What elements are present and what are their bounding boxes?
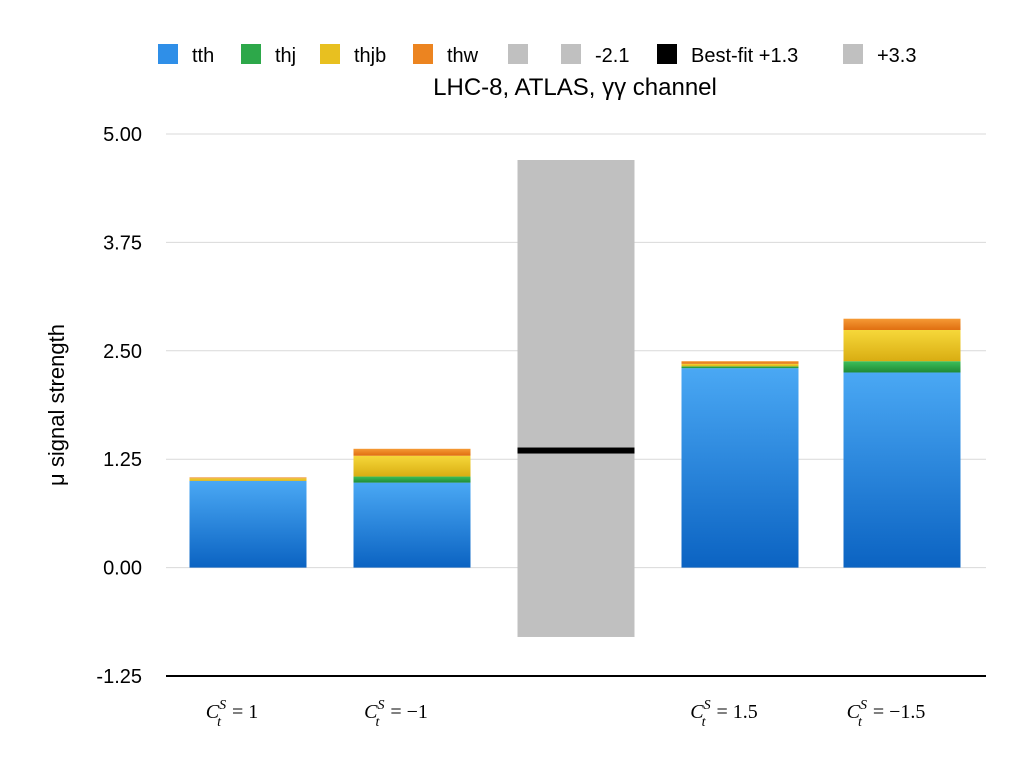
bar-segment-thjb bbox=[189, 478, 307, 481]
category-label: CS t = −1 bbox=[364, 698, 428, 730]
bar-segment-thj bbox=[681, 366, 799, 369]
legend-label: thw bbox=[447, 45, 479, 67]
category-label: CS t = 1 bbox=[206, 698, 259, 730]
legend-swatch bbox=[158, 44, 178, 64]
bar-segment-thj bbox=[353, 476, 471, 483]
legend-swatch bbox=[413, 44, 433, 64]
legend-swatch bbox=[657, 44, 677, 64]
legend-label: thjb bbox=[354, 45, 386, 67]
legend-label: +3.3 bbox=[877, 45, 916, 67]
legend-item: thw bbox=[413, 44, 479, 67]
legend-item: Best-fit +1.3 bbox=[657, 44, 798, 67]
category-label: CS t = −1.5 bbox=[847, 698, 926, 730]
bar-segment-thj bbox=[843, 361, 961, 373]
bar-segment-tth bbox=[353, 482, 471, 568]
legend-item: +3.3 bbox=[843, 44, 916, 67]
legend-label: tth bbox=[192, 45, 214, 67]
best-fit-line bbox=[517, 447, 635, 454]
y-tick-label: -1.25 bbox=[96, 666, 142, 688]
uncertainty-band bbox=[517, 160, 635, 637]
y-axis-ticks: 5.00 3.75 2.50 1.25 0.00 -1.25 bbox=[96, 124, 142, 688]
legend-label: thj bbox=[275, 45, 296, 67]
legend-label: -2.1 bbox=[595, 45, 629, 67]
legend-item bbox=[508, 44, 528, 64]
legend-item: -2.1 bbox=[561, 44, 629, 67]
legend-swatch bbox=[508, 44, 528, 64]
bars bbox=[189, 160, 961, 637]
bar-segment-thw bbox=[353, 448, 471, 456]
y-tick-label: 3.75 bbox=[103, 232, 142, 254]
bar-segment-thjb bbox=[843, 329, 961, 362]
bar-segment-thjb bbox=[353, 455, 471, 477]
legend-label: Best-fit +1.3 bbox=[691, 45, 798, 67]
y-axis-label: μ signal strength bbox=[44, 324, 69, 486]
y-tick-label: 2.50 bbox=[103, 341, 142, 363]
legend-swatch bbox=[843, 44, 863, 64]
x-axis-categories: CS t = 1 CS t = −1 CS t = 1.5 CS t = −1.5 bbox=[206, 698, 926, 730]
legend: tth thj thjb thw -2.1 Best-fit +1.3 +3.3 bbox=[158, 44, 916, 67]
bar-segment-thw bbox=[189, 477, 307, 479]
legend-item: thj bbox=[241, 44, 296, 67]
chart-title: LHC-8, ATLAS, γγ channel bbox=[433, 74, 717, 101]
legend-item: tth bbox=[158, 44, 214, 67]
bar-segment-tth bbox=[843, 372, 961, 568]
bar-segment-thw bbox=[681, 361, 799, 364]
bar-segment-thjb bbox=[681, 363, 799, 367]
y-tick-label: 5.00 bbox=[103, 124, 142, 146]
bar-segment-tth bbox=[681, 368, 799, 568]
y-tick-label: 0.00 bbox=[103, 558, 142, 580]
legend-swatch bbox=[561, 44, 581, 64]
legend-swatch bbox=[320, 44, 340, 64]
bar-segment-tth bbox=[189, 480, 307, 568]
legend-swatch bbox=[241, 44, 261, 64]
y-tick-label: 1.25 bbox=[103, 449, 142, 471]
legend-item: thjb bbox=[320, 44, 386, 67]
bar-segment-thw bbox=[843, 318, 961, 330]
category-label: CS t = 1.5 bbox=[690, 698, 758, 730]
